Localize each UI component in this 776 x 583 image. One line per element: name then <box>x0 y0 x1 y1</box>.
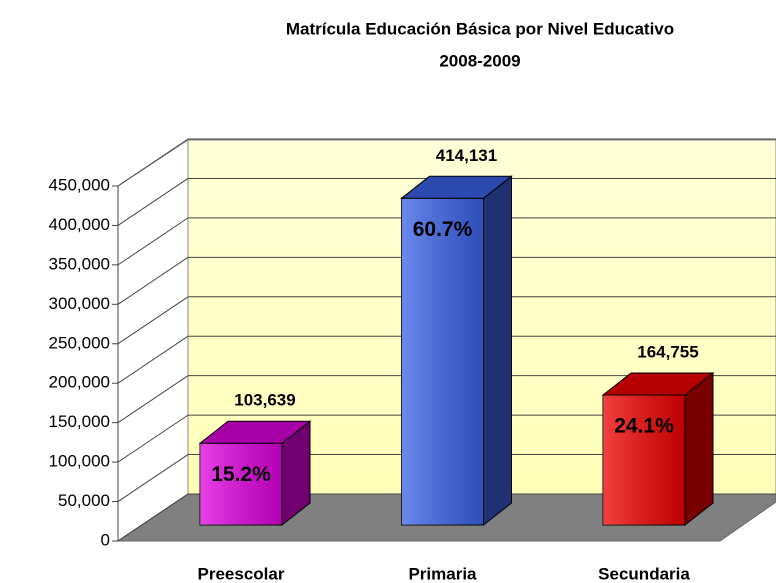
grid-line <box>117 178 189 226</box>
grid-line <box>117 454 189 502</box>
x-tick-label: Preescolar <box>198 564 285 583</box>
x-tick-label: Primaria <box>408 564 477 583</box>
bar-side-shade <box>282 421 310 525</box>
y-tick-label: 400,000 <box>49 215 110 234</box>
grid-line <box>117 414 189 463</box>
bar-top-shade <box>200 421 310 444</box>
y-tick-label: 250,000 <box>49 333 110 352</box>
grid-line <box>117 256 189 305</box>
y-tick-label: 50,000 <box>58 491 110 510</box>
value-label: 414,131 <box>436 146 497 165</box>
grid-line <box>117 296 189 345</box>
value-label: 103,639 <box>234 391 295 410</box>
chart-subtitle: 2008-2009 <box>439 51 520 70</box>
percent-label: 24.1% <box>614 415 674 438</box>
grid-line <box>117 335 189 384</box>
percent-label: 60.7% <box>413 218 473 241</box>
grid-line <box>117 493 189 542</box>
bar-top-shade <box>603 373 713 396</box>
bar-side-shade <box>685 373 713 525</box>
grid-line <box>117 375 189 424</box>
bar-top <box>400 175 513 199</box>
y-tick-label: 150,000 <box>49 412 110 431</box>
y-tick-label: 300,000 <box>49 294 110 313</box>
side-wall <box>117 139 189 542</box>
x-tick-label: Secundaria <box>598 564 690 583</box>
bar-front-shade <box>401 198 484 525</box>
bar-front-shade <box>200 443 282 525</box>
bar-front-shade <box>603 395 685 525</box>
value-label: 164,755 <box>637 343 698 362</box>
y-tick-label: 450,000 <box>49 175 110 194</box>
bar-side-shade <box>483 176 512 525</box>
y-tick-label: 350,000 <box>49 254 110 273</box>
bar-top-shade <box>401 176 512 199</box>
y-tick-label: 0 <box>101 530 110 549</box>
grid-line <box>117 138 189 187</box>
chart-title: Matrícula Educación Básica por Nivel Edu… <box>286 19 674 38</box>
grid-line <box>117 217 189 266</box>
percent-label: 15.2% <box>211 463 271 486</box>
bar-top <box>198 420 312 444</box>
bar-top <box>601 372 715 396</box>
y-tick-label: 200,000 <box>49 373 110 392</box>
y-tick-label: 100,000 <box>49 452 110 471</box>
